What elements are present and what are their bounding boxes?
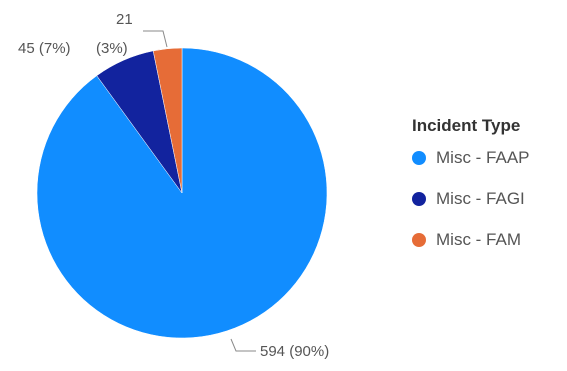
leader-lines [143,30,256,352]
data-label-fagi: 45 (7%) [18,40,71,57]
legend-item-fagi[interactable]: Misc - FAGI [412,187,567,210]
data-labels: 594 (90%) 45 (7%) 21 (3%) [18,11,329,360]
legend-marker [412,191,426,206]
legend: Incident Type Misc - FAAP Misc - FAGI Mi… [412,116,567,269]
pie-slices [36,47,328,339]
legend-label: Misc - FAGI [436,188,525,208]
pie-slice-misc-fam[interactable] [152,47,183,194]
legend-marker [412,150,426,165]
data-label-fam-percent: (3%) [96,40,128,57]
leader-line-faap [230,338,256,352]
legend-label: Misc - FAAP [436,147,530,167]
leader-line-fam [143,30,168,48]
legend-item-faap[interactable]: Misc - FAAP [412,146,567,169]
legend-marker [412,232,426,247]
data-label-faap: 594 (90%) [260,343,329,360]
legend-title: Incident Type [412,116,521,135]
legend-items: Misc - FAAP Misc - FAGI Misc - FAM [412,146,567,251]
legend-item-fam[interactable]: Misc - FAM [412,228,567,251]
data-label-fam-value: 21 [116,11,133,28]
legend-label: Misc - FAM [436,229,521,249]
